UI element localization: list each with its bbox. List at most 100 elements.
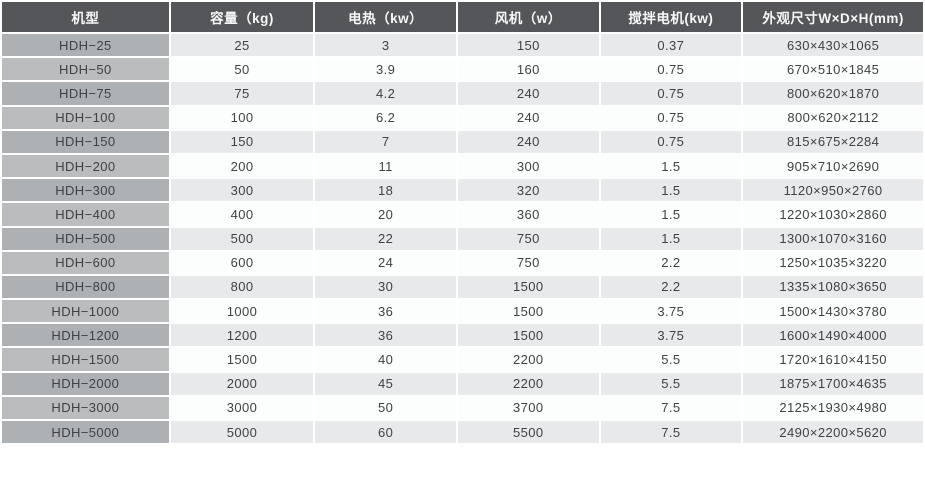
cell-dimensions: 670×510×1845	[743, 58, 923, 81]
cell-model: HDH−300	[2, 179, 169, 202]
cell-model: HDH−2000	[2, 372, 169, 395]
col-header-model: 机型	[2, 2, 169, 32]
table-row: HDH−300 300 18 320 1.5 1120×950×2760	[2, 179, 923, 202]
cell-mixer-motor: 0.75	[600, 106, 742, 129]
table-row: HDH−1000 1000 36 1500 3.75 1500×1430×3780	[2, 300, 923, 323]
cell-dimensions: 800×620×1870	[743, 82, 923, 105]
cell-mixer-motor: 3.75	[600, 300, 742, 323]
cell-dimensions: 1300×1070×3160	[743, 227, 923, 250]
cell-capacity: 5000	[170, 421, 314, 444]
cell-dimensions: 1600×1490×4000	[743, 324, 923, 347]
cell-heating: 3	[315, 34, 456, 57]
cell-fan: 320	[457, 179, 599, 202]
cell-capacity: 300	[170, 179, 314, 202]
cell-fan: 2200	[457, 348, 599, 371]
cell-heating: 36	[315, 300, 456, 323]
table-body: HDH−25 25 3 150 0.37 630×430×1065 HDH−50 50 3.9 1…	[2, 34, 923, 444]
cell-fan: 1500	[457, 300, 599, 323]
cell-fan: 240	[457, 82, 599, 105]
table-row: HDH−500 500 22 750 1.5 1300×1070×3160	[2, 227, 923, 250]
cell-heating: 20	[315, 203, 456, 226]
cell-mixer-motor: 2.2	[600, 275, 742, 299]
cell-capacity: 600	[170, 251, 314, 274]
cell-mixer-motor: 5.5	[600, 372, 742, 395]
cell-mixer-motor: 1.5	[600, 227, 742, 250]
cell-fan: 750	[457, 227, 599, 250]
table-row: HDH−3000 3000 50 3700 7.5 2125×1930×4980	[2, 396, 923, 419]
cell-fan: 2200	[457, 372, 599, 395]
table-row: HDH−400 400 20 360 1.5 1220×1030×2860	[2, 203, 923, 226]
cell-model: HDH−1500	[2, 348, 169, 371]
cell-dimensions: 2490×2200×5620	[743, 421, 923, 444]
cell-dimensions: 630×430×1065	[743, 34, 923, 57]
cell-heating: 40	[315, 348, 456, 371]
table-row: HDH−5000 5000 60 5500 7.5 2490×2200×5620	[2, 421, 923, 444]
cell-heating: 45	[315, 372, 456, 395]
cell-model: HDH−800	[2, 275, 169, 299]
cell-model: HDH−1200	[2, 324, 169, 347]
cell-capacity: 800	[170, 275, 314, 299]
cell-fan: 3700	[457, 396, 599, 419]
cell-heating: 7	[315, 130, 456, 153]
cell-capacity: 3000	[170, 396, 314, 419]
cell-heating: 6.2	[315, 106, 456, 129]
cell-model: HDH−400	[2, 203, 169, 226]
cell-mixer-motor: 1.5	[600, 154, 742, 178]
cell-model: HDH−50	[2, 58, 169, 81]
cell-dimensions: 1120×950×2760	[743, 179, 923, 202]
cell-dimensions: 1720×1610×4150	[743, 348, 923, 371]
col-header-mixer-motor: 搅拌电机(kw)	[600, 2, 742, 32]
table-row: HDH−600 600 24 750 2.2 1250×1035×3220	[2, 251, 923, 274]
table-row: HDH−800 800 30 1500 2.2 1335×1080×3650	[2, 275, 923, 299]
cell-mixer-motor: 2.2	[600, 251, 742, 274]
table-row: HDH−75 75 4.2 240 0.75 800×620×1870	[2, 82, 923, 105]
machine-spec-table: 机型 容量（kg) 电热（kw） 风机（w） 搅拌电机(kw) 外观尺寸W×D×…	[2, 2, 923, 444]
table-row: HDH−1200 1200 36 1500 3.75 1600×1490×4000	[2, 324, 923, 347]
cell-model: HDH−3000	[2, 396, 169, 419]
cell-heating: 3.9	[315, 58, 456, 81]
header-row: 机型 容量（kg) 电热（kw） 风机（w） 搅拌电机(kw) 外观尺寸W×D×…	[2, 2, 923, 32]
cell-dimensions: 1220×1030×2860	[743, 203, 923, 226]
cell-model: HDH−100	[2, 106, 169, 129]
cell-fan: 360	[457, 203, 599, 226]
cell-dimensions: 1250×1035×3220	[743, 251, 923, 274]
cell-fan: 150	[457, 34, 599, 57]
table-row: HDH−100 100 6.2 240 0.75 800×620×2112	[2, 106, 923, 129]
col-header-fan: 风机（w）	[457, 2, 599, 32]
cell-dimensions: 1500×1430×3780	[743, 300, 923, 323]
cell-mixer-motor: 5.5	[600, 348, 742, 371]
cell-model: HDH−75	[2, 82, 169, 105]
cell-model: HDH−200	[2, 154, 169, 178]
table-row: HDH−50 50 3.9 160 0.75 670×510×1845	[2, 58, 923, 81]
table-row: HDH−200 200 11 300 1.5 905×710×2690	[2, 154, 923, 178]
cell-heating: 36	[315, 324, 456, 347]
cell-capacity: 50	[170, 58, 314, 81]
cell-dimensions: 1875×1700×4635	[743, 372, 923, 395]
cell-heating: 22	[315, 227, 456, 250]
cell-capacity: 2000	[170, 372, 314, 395]
cell-capacity: 1000	[170, 300, 314, 323]
cell-capacity: 500	[170, 227, 314, 250]
cell-model: HDH−1000	[2, 300, 169, 323]
cell-capacity: 1500	[170, 348, 314, 371]
cell-capacity: 75	[170, 82, 314, 105]
cell-model: HDH−5000	[2, 421, 169, 444]
cell-model: HDH−150	[2, 130, 169, 153]
cell-capacity: 200	[170, 154, 314, 178]
cell-mixer-motor: 7.5	[600, 396, 742, 419]
cell-dimensions: 800×620×2112	[743, 106, 923, 129]
cell-capacity: 150	[170, 130, 314, 153]
cell-fan: 300	[457, 154, 599, 178]
cell-model: HDH−600	[2, 251, 169, 274]
cell-heating: 18	[315, 179, 456, 202]
table-row: HDH−150 150 7 240 0.75 815×675×2284	[2, 130, 923, 153]
table-row: HDH−25 25 3 150 0.37 630×430×1065	[2, 34, 923, 57]
cell-dimensions: 905×710×2690	[743, 154, 923, 178]
cell-fan: 240	[457, 130, 599, 153]
cell-model: HDH−25	[2, 34, 169, 57]
cell-mixer-motor: 0.75	[600, 58, 742, 81]
cell-fan: 1500	[457, 324, 599, 347]
cell-heating: 50	[315, 396, 456, 419]
col-header-capacity: 容量（kg)	[170, 2, 314, 32]
